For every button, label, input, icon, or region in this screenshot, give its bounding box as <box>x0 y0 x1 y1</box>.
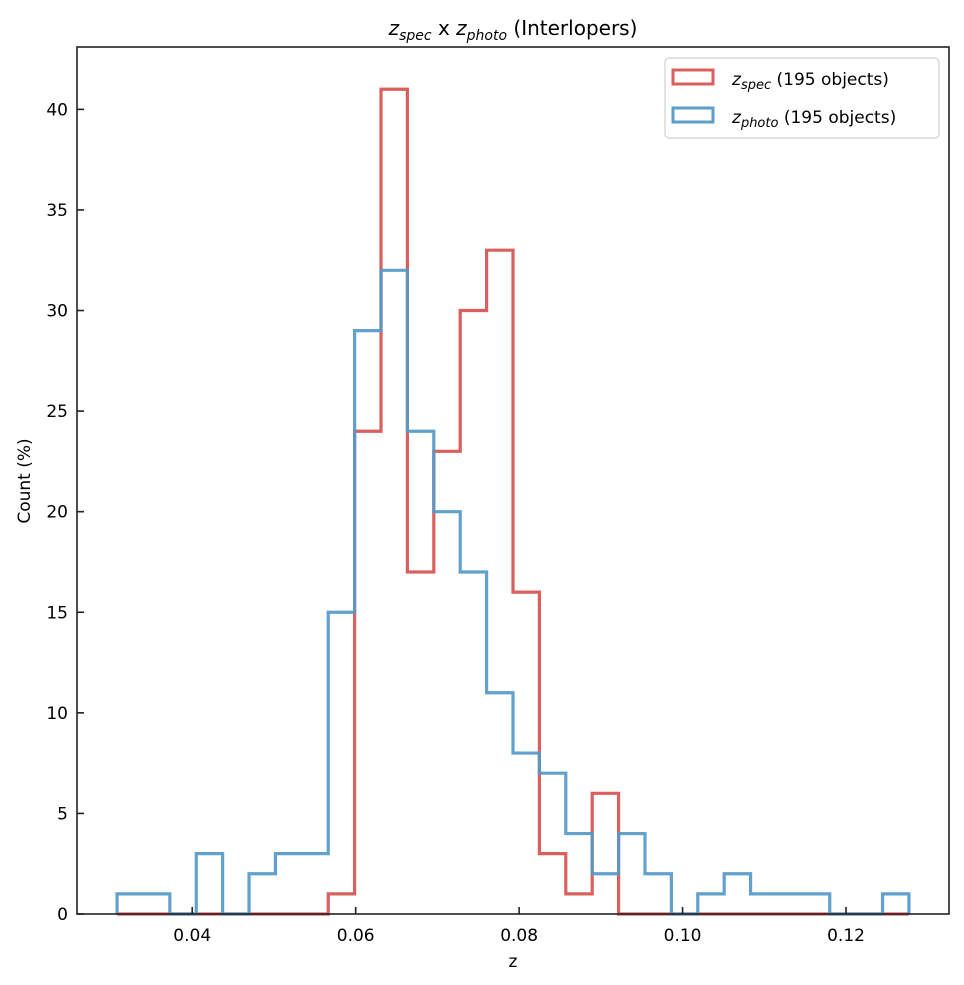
bin-z_photo-12 <box>434 512 460 914</box>
y-tick-label: 20 <box>46 503 68 523</box>
axes-frame <box>76 46 950 915</box>
x-axis-label: z <box>509 952 518 972</box>
bin-z_photo-8 <box>328 612 354 914</box>
bin-z_photo-11 <box>407 431 433 914</box>
bin-z_photo-25 <box>777 894 803 914</box>
legend-spec-sub: spec <box>741 78 771 93</box>
bin-z_photo-0 <box>117 894 143 914</box>
bin-z_photo-19 <box>619 834 645 914</box>
y-tick-label: 5 <box>57 804 68 824</box>
y-tick-label: 15 <box>46 603 68 623</box>
legend-box <box>664 57 940 139</box>
x-tick-label: 0.04 <box>173 926 211 946</box>
title-photo-subscript: photo <box>466 28 507 44</box>
x-tick-label: 0.10 <box>664 926 702 946</box>
bin-z_photo-1 <box>143 894 169 914</box>
legend-photo-suffix: (195 objects) <box>778 108 896 128</box>
bin-z_photo-14 <box>487 693 513 914</box>
bin-z_photo-6 <box>275 854 301 914</box>
legend-spec-suffix: (195 objects) <box>771 70 889 90</box>
legend-photo-main: z <box>731 108 742 128</box>
bin-z_photo-22 <box>698 894 724 914</box>
x-tick-label: 0.06 <box>337 926 375 946</box>
histogram-outline-z_photo <box>115 268 911 916</box>
bin-z_photo-3 <box>196 854 222 914</box>
y-tick-label: 0 <box>57 905 68 925</box>
title-spec-subscript: spec <box>399 28 432 44</box>
bin-z_photo-9 <box>355 331 381 914</box>
bin-z_photo-24 <box>751 894 777 914</box>
chart-title: zspec x zphoto (Interlopers) <box>388 16 638 44</box>
plot-area <box>115 87 911 916</box>
bin-z_photo-26 <box>803 894 829 914</box>
bin-z_photo-10 <box>381 270 407 914</box>
legend-label-photo: zphoto (195 objects) <box>731 108 896 131</box>
x-tick-label: 0.08 <box>500 926 538 946</box>
y-tick-label: 35 <box>46 201 68 221</box>
series-z_photo <box>115 268 911 916</box>
legend-swatch-photo <box>671 106 715 124</box>
y-tick-label: 40 <box>46 100 68 120</box>
title-z-spec: z <box>388 16 400 40</box>
legend-spec-main: z <box>731 70 742 90</box>
bin-z_photo-23 <box>724 874 750 914</box>
ticks: 0.04 0.06 0.08 0.10 0.12 0 5 10 15 20 25 30 35 40 <box>46 100 865 946</box>
bin-z_photo-29 <box>883 894 909 914</box>
x-tick-label: 0.12 <box>827 926 865 946</box>
bin-z_photo-13 <box>460 572 486 914</box>
legend-label-spec: zspec (195 objects) <box>731 70 889 93</box>
title-suffix: (Interlopers) <box>507 16 637 40</box>
bin-z_photo-18 <box>592 874 618 914</box>
bin-z_photo-5 <box>249 874 275 914</box>
bin-z_photo-17 <box>566 834 592 914</box>
bin-z_photo-20 <box>645 874 671 914</box>
legend: zspec (195 objects) zphoto (195 objects) <box>664 57 940 139</box>
legend-swatch-spec <box>671 68 715 86</box>
bin-z_photo-16 <box>539 773 565 914</box>
title-separator: x <box>432 16 457 40</box>
bin-z_photo-7 <box>302 854 328 914</box>
y-tick-label: 30 <box>46 302 68 322</box>
title-z-photo: z <box>455 16 467 40</box>
bin-z_photo-15 <box>513 753 539 914</box>
y-tick-label: 25 <box>46 402 68 422</box>
legend-photo-sub: photo <box>740 116 779 131</box>
y-tick-label: 10 <box>46 704 68 724</box>
y-axis-label: Count (%) <box>15 438 35 523</box>
